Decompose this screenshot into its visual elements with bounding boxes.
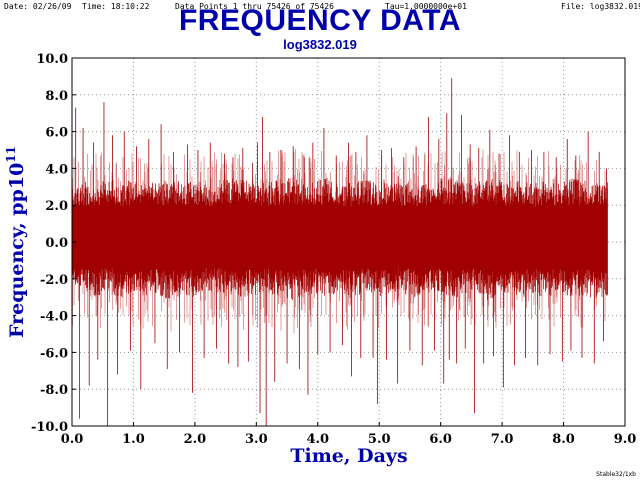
y-axis-label: Frequency, pp1011 bbox=[4, 146, 28, 338]
y-tick-label: 0.0 bbox=[45, 236, 68, 251]
x-tick-label: 1.0 bbox=[122, 432, 145, 447]
x-axis-ticks: 0.0 1.0 2.0 3.0 4.0 5.0 6.0 7.0 8.0 9.0 bbox=[61, 422, 637, 447]
x-tick-label: 0.0 bbox=[61, 432, 84, 447]
y-tick-label: -2.0 bbox=[40, 273, 68, 288]
y-tick-label: 2.0 bbox=[45, 199, 68, 214]
x-tick-label: 7.0 bbox=[491, 432, 514, 447]
x-tick-label: 4.0 bbox=[306, 432, 329, 447]
y-tick-label: 10.0 bbox=[36, 52, 68, 67]
x-tick-label: 9.0 bbox=[614, 432, 637, 447]
x-tick-label: 5.0 bbox=[368, 432, 391, 447]
x-tick-label: 8.0 bbox=[552, 432, 575, 447]
header-file: File: log3832.019 bbox=[561, 2, 640, 11]
x-axis-label: Time, Days bbox=[290, 445, 407, 467]
y-tick-label: -8.0 bbox=[40, 383, 68, 398]
header-tau: Tau=1.0000000e+01 bbox=[385, 2, 467, 11]
program-credit: Stable32/1xb bbox=[596, 471, 636, 478]
header-data-points: Data Points 1 thru 75426 of 75426 bbox=[175, 2, 334, 11]
header-time: Time: 18:10:22 bbox=[82, 2, 150, 11]
frequency-trace bbox=[71, 78, 608, 426]
y-axis-label-main: Frequency, pp10 bbox=[6, 163, 28, 338]
y-tick-label: 6.0 bbox=[45, 126, 68, 141]
y-tick-label: -6.0 bbox=[40, 346, 68, 361]
y-tick-label: 8.0 bbox=[45, 89, 68, 104]
chart-title: FREQUENCY DATA bbox=[178, 4, 461, 37]
y-tick-label: -4.0 bbox=[40, 310, 68, 325]
x-tick-label: 2.0 bbox=[184, 432, 207, 447]
y-tick-label: 4.0 bbox=[45, 162, 68, 177]
chart-subtitle: log3832.019 bbox=[283, 37, 357, 52]
x-tick-label: 3.0 bbox=[245, 432, 268, 447]
x-tick-label: 6.0 bbox=[429, 432, 452, 447]
y-axis-label-exponent: 11 bbox=[4, 146, 18, 163]
header-date: Date: 02/26/09 bbox=[4, 2, 72, 11]
y-axis-ticks: 10.0 8.0 6.0 4.0 2.0 0.0 -2.0 -4.0 -6.0 -8.0 -10.0 bbox=[31, 52, 76, 435]
y-tick-label: -10.0 bbox=[31, 420, 68, 435]
